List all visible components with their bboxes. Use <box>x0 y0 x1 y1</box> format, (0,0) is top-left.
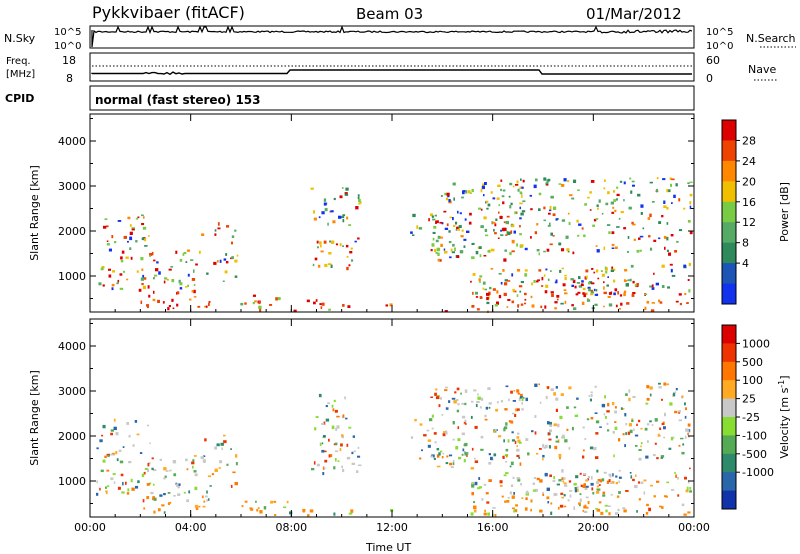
beam-label: Beam 03 <box>356 5 423 23</box>
velocity-colorbar-tick: -100 <box>742 429 767 442</box>
power-colorbar-swatch <box>722 222 736 244</box>
velocity-colorbar-tick: 100 <box>742 374 763 387</box>
power-colorbar-swatch <box>722 160 736 182</box>
power-colorbar-swatch <box>722 181 736 203</box>
freq-label: Freq. <box>6 56 31 67</box>
power-colorbar-tick: 12 <box>742 216 756 229</box>
velocity-colorbar-swatch <box>722 453 736 473</box>
cpid-value: normal (fast stereo) 153 <box>95 93 261 107</box>
frequency-trace <box>91 69 692 76</box>
power-scatter <box>98 177 693 313</box>
power-y-tick-label: 1000 <box>58 270 86 283</box>
velocity-colorbar-swatch <box>722 490 736 510</box>
x-tick-label: 04:00 <box>175 521 207 534</box>
cpid-label: CPID <box>5 92 34 105</box>
noise-sky-label: N.Sky <box>4 32 36 45</box>
power-colorbar-tick: 16 <box>742 196 756 209</box>
velocity-panel: 1000 2000 3000 4000 00:00 04:00 08:00 12:00 16:0… <box>28 318 791 534</box>
power-colorbar-frame <box>721 119 737 305</box>
velocity-colorbar-tick: -25 <box>742 411 760 424</box>
x-tick-label: 20:00 <box>577 521 609 534</box>
velocity-colorbar-tick: 1000 <box>742 337 770 350</box>
noise-right-bottom: 10^0 <box>706 41 733 52</box>
date-label: 01/Mar/2012 <box>586 5 682 23</box>
radar-title: Pykkvibaer (fitACF) <box>92 3 245 22</box>
power-colorbar-title: Power [dB] <box>778 182 791 242</box>
velocity-colorbar-swatch <box>722 472 736 492</box>
noise-search-label: N.Search <box>746 32 796 45</box>
power-colorbar-swatch <box>722 263 736 285</box>
power-colorbar-tick: 4 <box>742 257 749 270</box>
power-colorbar-tick: 28 <box>742 134 756 147</box>
noise-panel: N.Sky 10^5 10^0 10^5 10^0 N.Search <box>4 25 796 52</box>
nave-right-bottom: 0 <box>706 72 713 85</box>
velocity-y-axis-title: Slant Range [km] <box>28 370 41 466</box>
x-tick-label: 12:00 <box>376 521 408 534</box>
power-y-tick-label: 4000 <box>58 135 86 148</box>
x-tick-label: 16:00 <box>477 521 509 534</box>
x-tick-label: 00:00 <box>678 521 710 534</box>
power-y-axis-title: Slant Range [km] <box>28 165 41 261</box>
velocity-colorbar-tick: -1000 <box>742 466 774 479</box>
velocity-y-tick-label: 3000 <box>58 385 86 398</box>
velocity-plot-frame <box>89 318 695 518</box>
nave-label: Nave <box>748 63 776 76</box>
velocity-colorbar-swatch <box>722 417 736 436</box>
power-colorbar-swatch <box>722 242 736 264</box>
velocity-y-tick-label: 2000 <box>58 430 86 443</box>
velocity-colorbar-tick: 500 <box>742 356 763 369</box>
power-colorbar-tick: 24 <box>742 155 756 168</box>
noise-right-top: 10^5 <box>706 27 733 38</box>
power-colorbar-swatch <box>722 283 736 305</box>
noise-left-bottom: 10^0 <box>54 41 81 52</box>
power-colorbar-tick: 8 <box>742 237 749 250</box>
velocity-colorbar-swatch <box>722 398 736 418</box>
velocity-colorbar-swatch <box>722 343 736 363</box>
power-panel: 1000 2000 3000 4000 Slant Range [km] 28 24 20 16… <box>28 113 791 313</box>
power-y-tick-label: 2000 <box>58 225 86 238</box>
x-axis-title: Time UT <box>365 541 411 554</box>
velocity-colorbar-swatch <box>722 380 736 400</box>
freq-unit-label: [MHz] <box>6 69 35 80</box>
x-tick-label: 00:00 <box>74 521 106 534</box>
velocity-colorbar-swatch <box>722 361 736 381</box>
velocity-colorbar-title: Velocity [m s-1] <box>777 375 791 458</box>
nave-right-top: 60 <box>706 54 720 67</box>
power-colorbar-swatch <box>722 140 736 162</box>
velocity-colorbar-tick: -500 <box>742 448 767 461</box>
velocity-scatter <box>96 382 692 517</box>
noise-sky-trace <box>91 25 693 48</box>
velocity-colorbar-swatch <box>722 435 736 455</box>
velocity-y-tick-label: 1000 <box>58 475 86 488</box>
noise-left-top: 10^5 <box>54 27 81 38</box>
velocity-colorbar-tick: 25 <box>742 393 756 406</box>
frequency-panel: Freq. [MHz] 18 8 60 0 Nave <box>6 52 778 85</box>
freq-left-bottom: 8 <box>66 72 73 85</box>
power-colorbar-tick: 20 <box>742 175 756 188</box>
x-tick-label: 08:00 <box>275 521 307 534</box>
power-colorbar-swatch <box>722 201 736 223</box>
freq-left-top: 18 <box>62 54 76 67</box>
power-y-tick-label: 3000 <box>58 180 86 193</box>
velocity-y-tick-label: 4000 <box>58 340 86 353</box>
cpid-panel <box>89 85 695 111</box>
velocity-colorbar-swatch <box>722 325 736 344</box>
power-colorbar-swatch <box>722 120 736 141</box>
